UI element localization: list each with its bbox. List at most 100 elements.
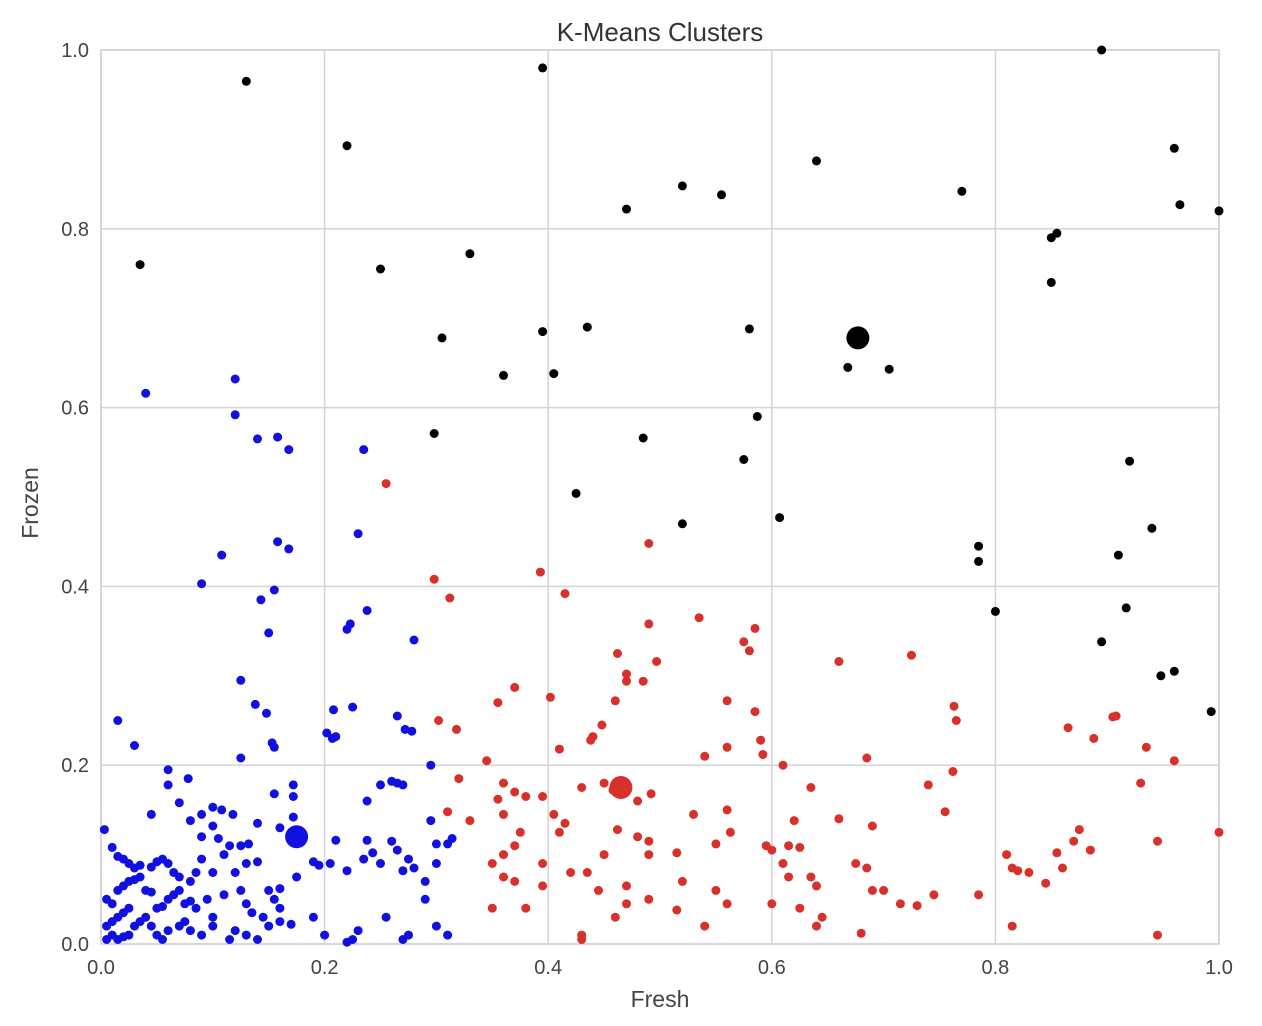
data-point-red xyxy=(672,905,682,915)
data-point-blue xyxy=(174,872,184,882)
data-point-blue xyxy=(269,789,279,799)
data-point-red xyxy=(1007,921,1017,931)
data-point-blue xyxy=(219,850,229,860)
data-point-red xyxy=(594,885,603,895)
data-point-red xyxy=(812,921,821,931)
data-point-red xyxy=(538,792,548,801)
data-point-blue xyxy=(217,805,227,815)
data-point-blue xyxy=(124,903,134,913)
y-tick-label: 0.6 xyxy=(61,398,89,420)
data-point-blue xyxy=(135,872,145,882)
data-point-red xyxy=(1024,868,1034,877)
data-point-red xyxy=(795,903,805,913)
data-point-black xyxy=(1125,456,1135,466)
data-point-blue xyxy=(264,628,274,638)
data-point-blue xyxy=(398,866,408,876)
data-point-blue xyxy=(146,809,156,819)
data-point-blue xyxy=(426,816,436,826)
data-point-blue xyxy=(353,529,363,539)
data-point-red xyxy=(560,818,570,828)
data-point-blue xyxy=(253,818,262,828)
data-point-red xyxy=(510,787,520,797)
data-point-red xyxy=(535,567,545,577)
data-point-red xyxy=(711,839,721,849)
data-point-red xyxy=(554,744,564,754)
data-point-blue xyxy=(269,742,279,752)
data-point-blue xyxy=(288,812,298,822)
data-point-blue xyxy=(320,930,330,940)
data-point-blue xyxy=(392,845,402,855)
data-point-blue xyxy=(202,894,212,904)
x-tick-label: 0.0 xyxy=(87,957,115,979)
data-point-blue xyxy=(197,832,207,842)
data-point-blue xyxy=(208,802,218,812)
data-point-red xyxy=(700,751,710,761)
data-point-blue xyxy=(262,708,271,718)
data-point-red xyxy=(722,696,732,706)
data-point-black xyxy=(957,186,967,196)
y-tick-labels: 0.0 0.2 0.4 0.6 0.8 1.0 xyxy=(61,40,89,956)
x-axis-label: Fresh xyxy=(631,986,690,1012)
data-point-blue xyxy=(392,711,402,721)
data-point-blue xyxy=(404,930,413,940)
data-point-blue xyxy=(264,921,274,931)
data-point-blue xyxy=(208,868,218,877)
centroid-black xyxy=(846,326,870,350)
data-point-blue xyxy=(409,635,419,645)
data-point-black xyxy=(538,63,548,73)
data-point-blue xyxy=(185,926,195,936)
data-point-red xyxy=(452,724,461,734)
data-point-blue xyxy=(359,854,369,864)
data-point-red xyxy=(812,881,821,891)
data-point-blue xyxy=(163,765,173,775)
data-point-red xyxy=(633,796,643,806)
data-point-blue xyxy=(387,836,397,846)
data-point-black xyxy=(677,181,687,191)
y-tick-label: 1.0 xyxy=(61,40,89,62)
data-point-red xyxy=(834,657,844,666)
data-point-blue xyxy=(124,930,134,940)
data-point-red xyxy=(597,720,607,730)
data-point-red xyxy=(1153,836,1162,846)
data-point-blue xyxy=(284,445,294,455)
data-point-blue xyxy=(420,894,430,904)
data-point-blue xyxy=(225,841,235,851)
data-point-red xyxy=(510,876,520,886)
data-point-red xyxy=(862,863,872,873)
data-point-blue xyxy=(275,823,285,833)
data-point-red xyxy=(948,767,958,776)
data-point-red xyxy=(744,646,754,656)
data-point-blue xyxy=(135,860,145,870)
data-point-red xyxy=(951,716,961,725)
data-point-blue xyxy=(286,919,296,929)
data-point-red xyxy=(465,816,475,826)
data-point-blue xyxy=(208,921,218,931)
data-point-blue xyxy=(273,537,283,547)
data-point-blue xyxy=(244,839,254,849)
data-point-red xyxy=(949,701,959,711)
data-point-black xyxy=(843,362,853,372)
data-point-black xyxy=(1097,45,1107,55)
data-point-blue xyxy=(368,848,378,858)
data-point-red xyxy=(879,885,889,895)
data-point-blue xyxy=(314,860,324,870)
data-point-black xyxy=(1147,523,1157,533)
data-point-red xyxy=(1013,866,1023,876)
data-point-red xyxy=(923,780,933,790)
data-point-blue xyxy=(158,902,167,911)
data-point-red xyxy=(644,619,654,629)
data-point-red xyxy=(907,650,916,660)
data-point-blue xyxy=(185,816,195,826)
data-point-red xyxy=(549,809,559,819)
data-point-red xyxy=(586,735,596,745)
data-point-blue xyxy=(241,899,251,909)
data-point-blue xyxy=(183,774,193,784)
y-tick-label: 0.0 xyxy=(61,934,89,956)
data-point-black xyxy=(582,322,592,332)
data-point-red xyxy=(510,841,520,851)
data-point-red xyxy=(381,479,391,489)
data-point-blue xyxy=(329,705,338,715)
data-point-blue xyxy=(236,885,246,895)
data-point-black xyxy=(1113,550,1123,560)
